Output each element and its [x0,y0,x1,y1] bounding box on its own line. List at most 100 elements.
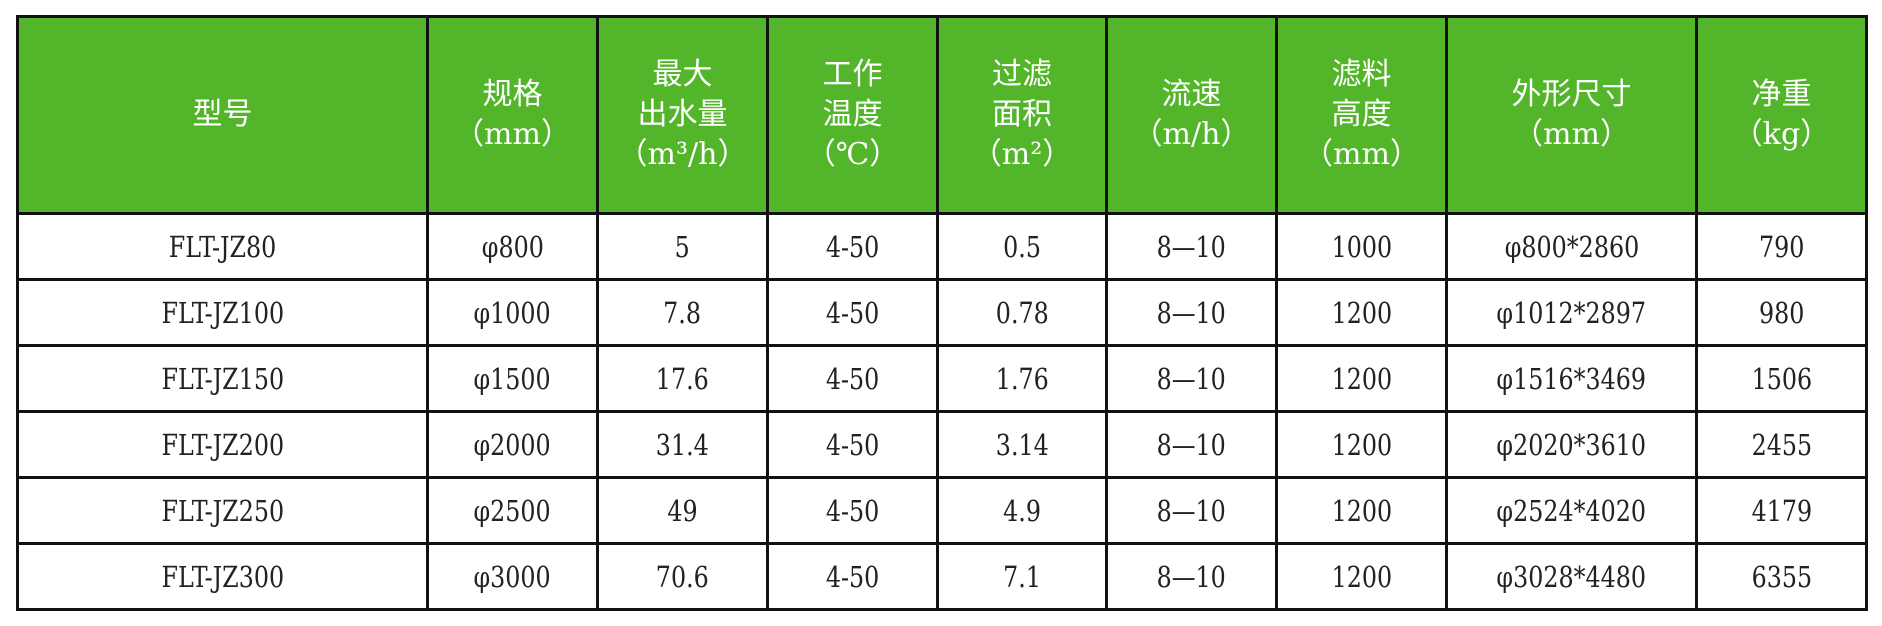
cell-dimensions: φ3028*4480 [1445,542,1698,611]
cell-max-flow: 7.8 [596,278,769,347]
cell-work-temp: 4-50 [766,278,939,347]
cell-filter-area: 4.9 [936,476,1108,545]
cell-dimensions: φ2524*4020 [1445,476,1698,545]
cell-text: 8—10 [1156,229,1227,264]
cell-text: 4-50 [825,493,880,528]
cell-text: 4-50 [825,361,880,396]
cell-text: 4-50 [825,229,880,264]
header-unit: （m²） [971,137,1073,172]
cell-net-weight: 2455 [1695,410,1868,479]
cell-flow-rate: 8—10 [1105,542,1278,611]
cell-text: FLT-JZ100 [161,295,284,330]
header-max-flow: 最大 出水量 （m³/h） [596,15,769,215]
cell-text: 4179 [1751,493,1812,528]
header-unit: （mm） [1513,117,1630,152]
header-label: 型号 [192,97,253,132]
table-row: FLT-JZ300 φ3000 70.6 4-50 7.1 8—10 1200 φ3028*4… [16,542,1868,611]
cell-filter-area: 0.78 [936,278,1108,347]
cell-work-temp: 4-50 [766,410,939,479]
table-row: FLT-JZ200 φ2000 31.4 4-50 3.14 8—10 1200 φ2020*… [16,410,1868,479]
header-label: 高度 [1331,97,1392,132]
cell-work-temp: 4-50 [766,212,939,281]
cell-flow-rate: 8—10 [1105,278,1278,347]
header-unit: （mm） [1303,137,1420,172]
cell-text: 7.8 [663,295,702,330]
cell-media-height: 1000 [1275,212,1448,281]
spec-table: 型号 规格 （mm） 最大 出水量 （m³/h） 工作 温度 （℃） 过滤 面积 （m²） 流速 （m/h… [16,15,1868,611]
cell-net-weight: 980 [1695,278,1868,347]
cell-model: FLT-JZ200 [16,410,429,479]
cell-text: 1200 [1331,493,1392,528]
cell-media-height: 1200 [1275,476,1448,545]
header-unit: （kg） [1732,117,1831,152]
cell-text: 17.6 [656,361,709,396]
header-work-temp: 工作温度 （℃） [766,15,939,215]
cell-text: 1506 [1751,361,1812,396]
cell-max-flow: 17.6 [596,344,769,413]
cell-model: FLT-JZ300 [16,542,429,611]
cell-dimensions: φ2020*3610 [1445,410,1698,479]
cell-text: 4-50 [825,427,880,462]
header-unit: （℃） [805,137,900,172]
cell-text: 8—10 [1156,493,1227,528]
cell-media-height: 1200 [1275,542,1448,611]
cell-text: 7.1 [1003,559,1041,594]
cell-text: 5 [674,229,691,264]
table-row: FLT-JZ150 φ1500 17.6 4-50 1.76 8—10 1200 φ1516*… [16,344,1868,413]
cell-text: 790 [1758,229,1805,264]
header-label: 过滤 [992,57,1052,92]
cell-text: φ3028*4480 [1496,559,1647,594]
cell-max-flow: 70.6 [596,542,769,611]
header-label: 工作 [822,57,883,92]
header-label: 外形尺寸 [1511,77,1632,112]
cell-text: φ1000 [473,295,552,330]
header-model: 型号 [16,15,429,215]
cell-text: 8—10 [1156,295,1227,330]
cell-text: 2455 [1751,427,1812,462]
header-unit: （m³/h） [617,137,748,172]
header-spec: 规格 （mm） [426,15,599,215]
cell-text: φ1012*2897 [1496,295,1647,330]
cell-text: FLT-JZ150 [161,361,284,396]
cell-dimensions: φ1012*2897 [1445,278,1698,347]
cell-text: 1200 [1331,295,1392,330]
cell-net-weight: 6355 [1695,542,1868,611]
header-media-height: 滤料高度 （mm） [1275,15,1448,215]
cell-text: 70.6 [656,559,709,594]
cell-text: φ800*2860 [1504,229,1639,264]
table-row: FLT-JZ250 φ2500 49 4-50 4.9 8—10 1200 φ2524*402… [16,476,1868,545]
cell-text: 1.76 [995,361,1049,396]
header-label: 滤料 [1331,57,1392,92]
cell-text: 0.5 [1003,229,1041,264]
cell-filter-area: 1.76 [936,344,1108,413]
cell-max-flow: 49 [596,476,769,545]
cell-spec: φ2500 [426,476,599,545]
cell-spec: φ2000 [426,410,599,479]
cell-filter-area: 7.1 [936,542,1108,611]
cell-text: φ2500 [473,493,552,528]
cell-filter-area: 3.14 [936,410,1108,479]
cell-text: 980 [1758,295,1805,330]
cell-text: 6355 [1751,559,1812,594]
cell-text: 4-50 [825,559,880,594]
cell-model: FLT-JZ80 [16,212,429,281]
cell-flow-rate: 8—10 [1105,476,1278,545]
header-filter-area: 过滤面积 （m²） [936,15,1108,215]
cell-text: 49 [667,493,698,528]
header-label: 温度 [822,97,883,132]
cell-text: FLT-JZ200 [161,427,284,462]
cell-flow-rate: 8—10 [1105,212,1278,281]
cell-text: φ3000 [473,559,552,594]
cell-model: FLT-JZ150 [16,344,429,413]
cell-work-temp: 4-50 [766,542,939,611]
header-label: 面积 [992,97,1052,132]
cell-text: 31.4 [656,427,709,462]
cell-net-weight: 790 [1695,212,1868,281]
cell-text: 8—10 [1156,559,1227,594]
cell-model: FLT-JZ250 [16,476,429,545]
cell-text: FLT-JZ80 [168,229,277,264]
table-row: FLT-JZ80 φ800 5 4-50 0.5 8—10 1000 φ800*2860 790 [16,212,1868,281]
header-label: 出水量 [637,97,728,132]
cell-work-temp: 4-50 [766,476,939,545]
header-label: 规格 [482,77,543,112]
